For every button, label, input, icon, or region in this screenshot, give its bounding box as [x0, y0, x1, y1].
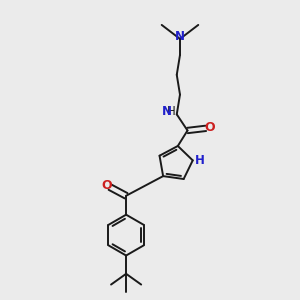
Text: O: O: [205, 121, 215, 134]
Text: H: H: [195, 154, 205, 167]
Text: N: N: [175, 30, 185, 43]
Text: O: O: [101, 179, 112, 192]
Text: N: N: [162, 106, 172, 118]
Text: H: H: [167, 106, 176, 118]
